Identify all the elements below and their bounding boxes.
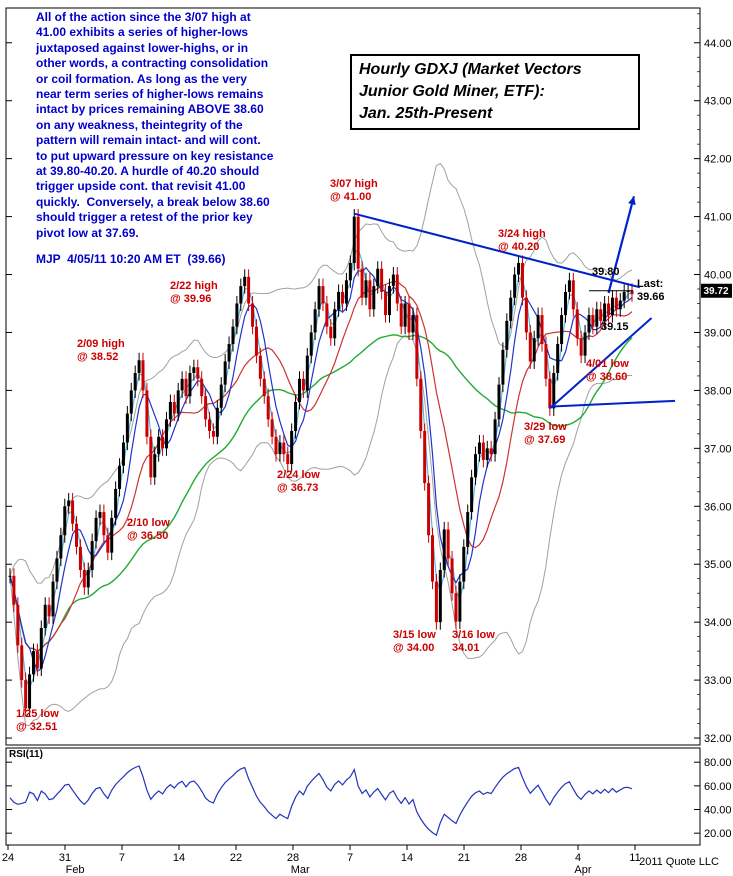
annotation-2-09-high: 2/09 high @ 38.52: [77, 338, 125, 363]
svg-text:Mar: Mar: [291, 864, 310, 876]
svg-text:37.00: 37.00: [704, 443, 732, 455]
svg-text:14: 14: [401, 852, 413, 864]
annotation-3-15-low: 3/15 low @ 34.00: [393, 629, 436, 654]
chart-title-box: Hourly GDXJ (Market Vectors Junior Gold M…: [350, 54, 640, 130]
svg-text:39.72: 39.72: [704, 286, 729, 297]
up-arrow-icon: [628, 196, 636, 206]
chart-title-line: Junior Gold Miner, ETF):: [359, 83, 545, 100]
analyst-commentary: All of the action since the 3/07 high at…: [36, 10, 274, 240]
svg-text:43.00: 43.00: [704, 96, 732, 108]
chart-title-line: Jan. 25th-Present: [359, 105, 493, 122]
svg-text:14: 14: [173, 852, 185, 864]
svg-text:28: 28: [287, 852, 299, 864]
annotation-3-24-high: 3/24 high @ 40.20: [498, 228, 546, 253]
svg-text:Feb: Feb: [66, 864, 85, 876]
svg-text:80.00: 80.00: [704, 757, 732, 769]
svg-text:11: 11: [629, 852, 640, 864]
annotation-2-10-low: 2/10 low @ 36.50: [127, 517, 170, 542]
svg-text:42.00: 42.00: [704, 154, 732, 166]
annotation-3-29-low: 3/29 low @ 37.69: [524, 421, 567, 446]
svg-text:4: 4: [575, 852, 581, 864]
svg-text:40.00: 40.00: [704, 270, 732, 282]
annotation-4-01-low: 4/01 low @ 38.60: [586, 358, 629, 383]
annotation-3-07-high: 3/07 high @ 41.00: [330, 178, 378, 203]
annotation-2-22-high: 2/22 high @ 39.96: [170, 280, 218, 305]
svg-text:20.00: 20.00: [704, 828, 732, 840]
last-price-marker: 39.72: [588, 283, 732, 298]
candlesticks: [8, 209, 634, 717]
svg-text:7: 7: [347, 852, 353, 864]
annotation-2-24-low: 2/24 low @ 36.73: [277, 469, 320, 494]
svg-text:60.00: 60.00: [704, 781, 732, 793]
chart-frame-and-axes: 44.00 43.00 42.00 41.00 40.00 39.00 38.00 37.00…: [2, 7, 732, 876]
svg-text:40.00: 40.00: [704, 805, 732, 817]
svg-text:35.00: 35.00: [704, 559, 732, 571]
svg-text:28: 28: [515, 852, 527, 864]
svg-text:22: 22: [230, 852, 242, 864]
resistance-level-label: 39.80: [592, 266, 620, 278]
rsi-panel: [9, 765, 633, 837]
svg-text:44.00: 44.00: [704, 38, 732, 50]
svg-text:32.00: 32.00: [704, 733, 732, 745]
trendlines-layer: [354, 196, 676, 410]
svg-text:33.00: 33.00: [704, 675, 732, 687]
svg-text:7: 7: [119, 852, 125, 864]
svg-text:41.00: 41.00: [704, 212, 732, 224]
svg-text:31: 31: [59, 852, 71, 864]
svg-text:24: 24: [2, 852, 14, 864]
last-price-callout: Last: 39.66: [637, 278, 665, 303]
support-level-label: 39.15: [601, 321, 629, 333]
analyst-byline: MJP 4/05/11 10:20 AM ET (39.66): [36, 252, 226, 266]
annotation-1-25-low: 1/25 low @ 32.51: [16, 708, 59, 733]
chart-title-line: Hourly GDXJ (Market Vectors: [359, 61, 582, 78]
svg-text:36.00: 36.00: [704, 501, 732, 513]
rsi-indicator-label: RSI(11): [9, 749, 43, 760]
svg-text:Apr: Apr: [574, 864, 591, 876]
svg-text:38.00: 38.00: [704, 385, 732, 397]
svg-text:34.00: 34.00: [704, 617, 732, 629]
quote-credit: 2011 Quote LLC: [639, 856, 719, 868]
moving-averages: [9, 248, 633, 690]
annotation-3-16-low: 3/16 low 34.01: [452, 629, 495, 654]
svg-text:39.00: 39.00: [704, 327, 732, 339]
svg-text:21: 21: [458, 852, 470, 864]
